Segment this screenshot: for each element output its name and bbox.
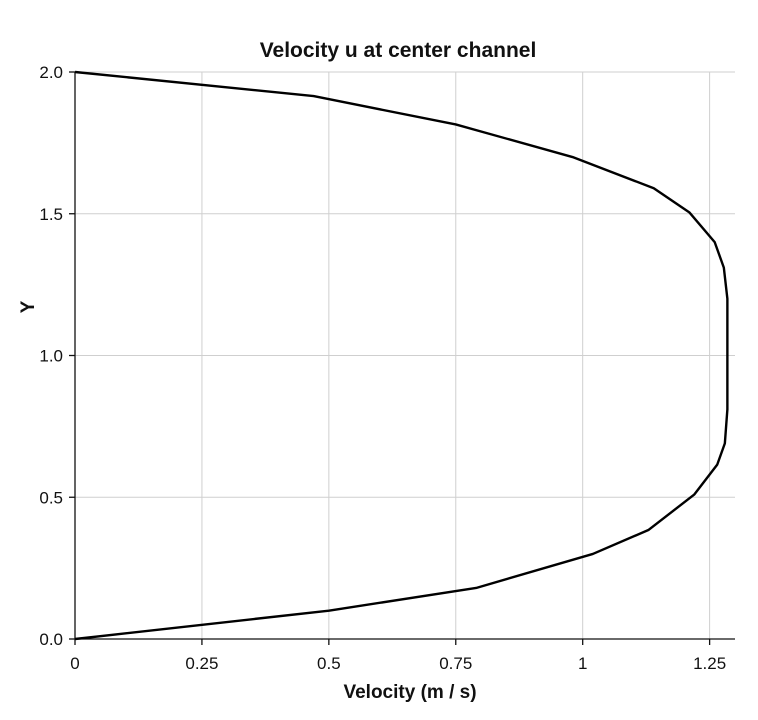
- y-axis-label: Y: [18, 300, 39, 313]
- tick-labels: 0 0.25 0.5 0.75 1 1.25 0.0 0.5 1.0 1.5 2.0: [39, 63, 726, 673]
- velocity-profile-line: [74, 70, 729, 641]
- x-axis-label: Velocity (m / s): [343, 682, 476, 703]
- chart-title: Velocity u at center channel: [260, 39, 537, 62]
- x-tick-label: 1: [578, 654, 587, 673]
- x-tick-label: 0.5: [317, 654, 341, 673]
- y-tick-label: 2.0: [39, 63, 63, 82]
- x-tick-label: 0.25: [185, 654, 218, 673]
- y-tick-label: 0.0: [39, 630, 63, 649]
- y-tick-label: 1.0: [39, 347, 63, 366]
- axes: [69, 71, 735, 645]
- x-tick-label: 1.25: [693, 654, 726, 673]
- series-layer: [74, 70, 729, 641]
- x-tick-label: 0.75: [439, 654, 472, 673]
- x-tick-label: 0: [70, 654, 79, 673]
- y-tick-label: 1.5: [39, 205, 63, 224]
- grid-lines: [75, 71, 735, 639]
- y-tick-label: 0.5: [39, 488, 63, 507]
